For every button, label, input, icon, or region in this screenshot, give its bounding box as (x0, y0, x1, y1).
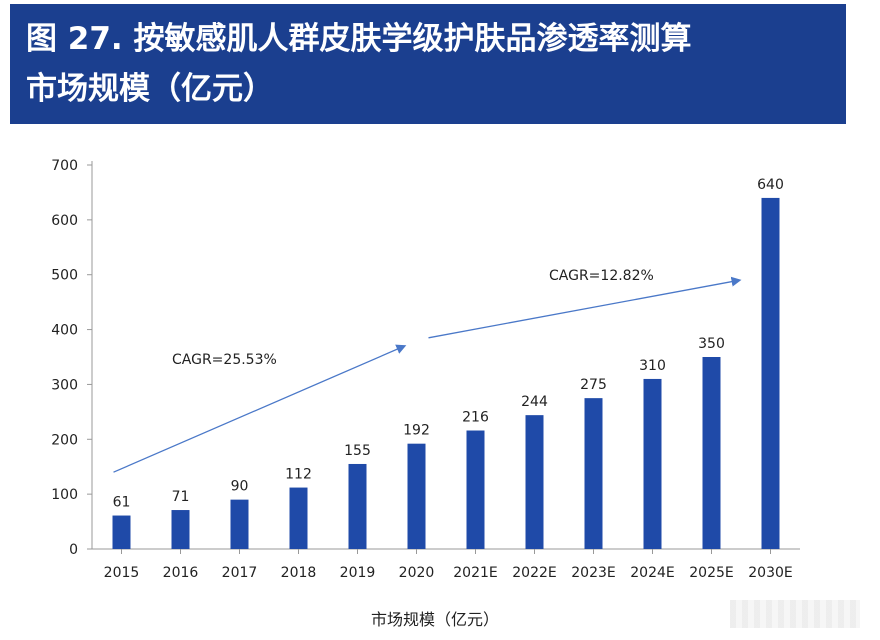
bar (407, 443, 426, 549)
x-tick-label: 2018 (281, 565, 317, 581)
data-label: 71 (172, 489, 190, 505)
x-tick-label: 2021E (453, 565, 497, 581)
cagr-arrow (428, 276, 742, 339)
data-label: 61 (113, 495, 131, 511)
data-label: 244 (521, 394, 548, 410)
data-label: 350 (698, 336, 725, 352)
bar (525, 415, 544, 549)
bar (289, 487, 308, 549)
y-tick-label: 200 (51, 432, 78, 448)
x-tick-label: 2024E (630, 565, 674, 581)
x-tick-label: 2022E (512, 565, 556, 581)
bar (112, 515, 131, 549)
data-label: 310 (639, 358, 666, 374)
data-label: 640 (757, 177, 784, 193)
x-tick-label: 2017 (222, 565, 258, 581)
title-banner: 图 27. 按敏感肌人群皮肤学级护肤品渗透率测算 市场规模（亿元） (10, 4, 846, 124)
x-tick-label: 2025E (689, 565, 733, 581)
bar (761, 197, 780, 549)
data-label: 90 (231, 479, 249, 495)
cagr-arrow (113, 344, 407, 473)
title-line-1: 图 27. 按敏感肌人群皮肤学级护肤品渗透率测算 (26, 21, 692, 57)
bar (230, 499, 249, 549)
cagr-label: CAGR=25.53% (172, 352, 277, 368)
data-label: 275 (580, 377, 607, 393)
data-label: 155 (344, 443, 371, 459)
y-tick-label: 700 (51, 158, 78, 174)
bar (171, 510, 190, 549)
bar (702, 357, 721, 549)
y-tick-label: 500 (51, 268, 78, 284)
data-label: 192 (403, 423, 430, 439)
watermark (730, 600, 860, 628)
x-axis-title: 市场规模（亿元） (371, 610, 499, 629)
x-tick-label: 2019 (340, 565, 376, 581)
title-line-2: 市场规模（亿元） (26, 71, 274, 107)
x-tick-label: 2016 (163, 565, 199, 581)
y-tick-label: 400 (51, 323, 78, 339)
bar (643, 378, 662, 549)
y-tick-label: 600 (51, 213, 78, 229)
y-tick-label: 0 (69, 542, 78, 558)
y-tick-label: 100 (51, 487, 78, 503)
bar (584, 398, 603, 549)
data-label: 216 (462, 410, 489, 426)
y-tick-label: 300 (51, 377, 78, 393)
bar (466, 430, 485, 549)
cagr-label: CAGR=12.82% (549, 268, 654, 284)
x-tick-label: 2023E (571, 565, 615, 581)
bar (348, 463, 367, 549)
data-label: 112 (285, 467, 312, 483)
x-tick-label: 2020 (399, 565, 435, 581)
x-tick-label: 2030E (748, 565, 792, 581)
x-tick-label: 2015 (104, 565, 140, 581)
